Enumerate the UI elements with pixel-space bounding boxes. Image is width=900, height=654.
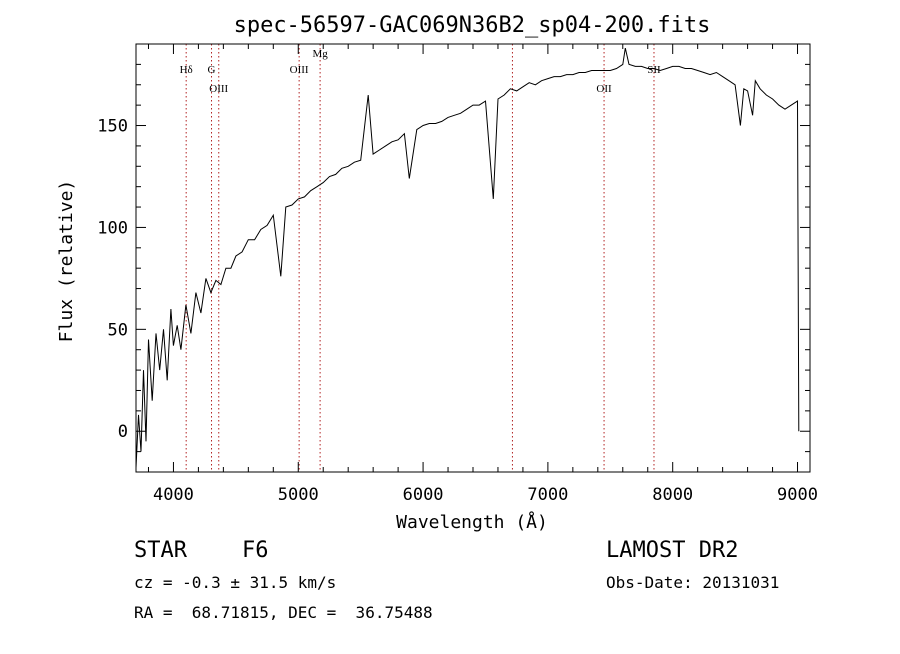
x-tick-label: 7000 — [527, 485, 568, 505]
spectrum-series-line — [135, 47, 800, 468]
line-marker-label: OII — [596, 83, 612, 95]
object-class-label: STAR — [134, 538, 187, 563]
y-tick-label: 150 — [97, 117, 128, 137]
x-tick-label: 4000 — [153, 485, 194, 505]
x-tick-label: 9000 — [777, 485, 818, 505]
axis-ticks: 4000 5000 6000 7000 8000 9000 0 50 100 150 — [97, 44, 818, 505]
line-marker-label: Mg — [312, 48, 328, 60]
chart-title: spec-56597-GAC069N36B2_sp04-200.fits — [234, 13, 711, 38]
redshift-label: cz = -0.3 ± 31.5 km/s — [134, 573, 337, 592]
x-tick-label: 8000 — [652, 485, 693, 505]
y-tick-label: 100 — [97, 218, 128, 238]
y-tick-label: 0 — [118, 422, 128, 442]
y-tick-label: 50 — [108, 320, 128, 340]
survey-label: LAMOST DR2 — [606, 538, 739, 563]
line-marker-label: Hδ — [180, 64, 193, 76]
obs-date-label: Obs-Date: 20131031 — [606, 573, 780, 592]
coordinates-label: RA = 68.71815, DEC = 36.75488 — [134, 603, 433, 622]
line-marker-label: SII — [647, 64, 661, 76]
subclass-label: F6 — [242, 538, 269, 563]
x-tick-label: 6000 — [403, 485, 444, 505]
spectral-line-markers — [185, 44, 655, 472]
line-marker-label: OIII — [209, 83, 228, 95]
x-axis-label: Wavelength (Å) — [396, 511, 548, 533]
plot-frame — [135, 43, 811, 473]
y-axis-label: Flux (relative) — [56, 180, 77, 343]
x-tick-label: 5000 — [278, 485, 319, 505]
line-marker-label: G — [208, 64, 216, 76]
line-marker-label: OIII — [290, 64, 309, 76]
